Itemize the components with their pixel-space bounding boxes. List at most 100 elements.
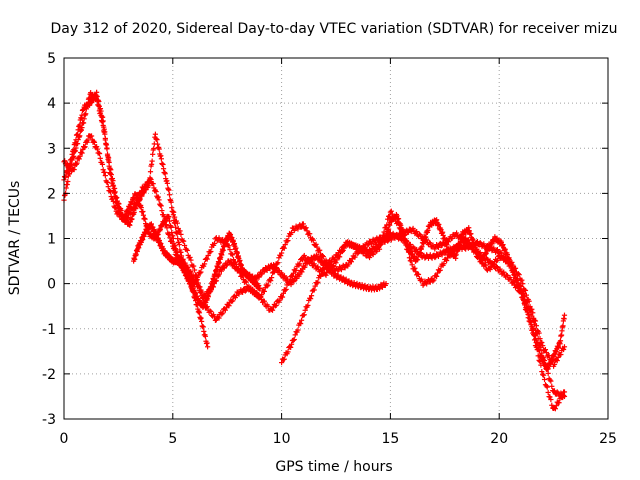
y-tick-label: 1 xyxy=(47,232,56,248)
data-point xyxy=(291,336,297,343)
data-point xyxy=(289,273,296,279)
data-point xyxy=(288,344,294,351)
data-point xyxy=(307,231,313,237)
data-point xyxy=(97,155,103,161)
data-point xyxy=(449,235,455,241)
data-point xyxy=(240,289,246,295)
y-tick-label: 5 xyxy=(47,51,56,67)
data-point xyxy=(221,265,227,271)
data-point xyxy=(166,187,172,193)
data-point xyxy=(74,160,80,166)
data-point xyxy=(414,228,420,235)
data-point xyxy=(298,224,305,230)
series-track-c xyxy=(61,89,568,401)
data-point xyxy=(102,169,108,175)
data-point xyxy=(94,146,100,152)
data-point xyxy=(73,137,79,143)
data-point xyxy=(305,256,311,262)
data-point xyxy=(374,248,380,254)
data-point xyxy=(269,274,275,281)
data-point xyxy=(551,388,558,394)
y-tick-label: 4 xyxy=(47,96,56,112)
data-point xyxy=(142,216,148,222)
data-point xyxy=(327,268,333,274)
data-point xyxy=(437,267,443,273)
data-point xyxy=(432,254,438,261)
data-point xyxy=(434,273,440,279)
data-point xyxy=(191,267,198,273)
data-point xyxy=(96,150,102,156)
data-point xyxy=(366,241,372,247)
data-point xyxy=(172,214,178,220)
data-point xyxy=(150,181,156,187)
data-point xyxy=(112,193,118,199)
data-point xyxy=(493,258,500,264)
data-point xyxy=(433,273,439,279)
data-point xyxy=(527,303,533,310)
data-point xyxy=(537,336,543,342)
data-point xyxy=(85,137,91,143)
y-tick-label: 3 xyxy=(47,141,56,157)
data-point xyxy=(312,283,318,289)
data-point xyxy=(223,262,230,268)
data-point xyxy=(561,312,568,318)
y-tick-label: -1 xyxy=(42,322,56,338)
data-point xyxy=(222,307,228,313)
data-point xyxy=(350,241,356,247)
data-point xyxy=(174,231,180,237)
data-point xyxy=(314,244,320,250)
data-point xyxy=(376,246,383,252)
data-point xyxy=(302,307,308,313)
data-point xyxy=(297,261,303,267)
data-point xyxy=(491,261,497,267)
data-point xyxy=(159,207,165,214)
data-point xyxy=(273,302,279,309)
axis-layer: 0 5 10 15 20 25 -3 -2 -1 0 1 2 3 4 5 xyxy=(42,51,617,447)
data-point xyxy=(314,280,320,286)
data-point xyxy=(198,287,204,293)
data-point xyxy=(311,287,317,293)
data-point xyxy=(208,308,214,315)
data-point xyxy=(494,257,500,263)
data-point xyxy=(168,238,174,244)
data-point xyxy=(327,259,334,265)
data-point xyxy=(280,290,287,296)
data-point xyxy=(453,230,460,236)
data-point xyxy=(532,318,539,324)
data-point xyxy=(269,307,276,313)
data-point xyxy=(539,339,545,346)
data-point xyxy=(305,302,311,309)
data-point xyxy=(227,247,233,253)
data-point xyxy=(213,278,219,284)
data-point xyxy=(372,245,378,251)
data-point xyxy=(287,278,293,284)
data-point xyxy=(108,171,114,177)
data-point xyxy=(337,249,344,255)
data-point xyxy=(555,354,561,361)
y-tick-label: 0 xyxy=(47,277,56,293)
data-point xyxy=(196,310,203,316)
data-point xyxy=(412,265,418,271)
data-point xyxy=(282,242,288,248)
data-point xyxy=(560,346,567,353)
data-point xyxy=(300,221,306,227)
data-point xyxy=(529,306,535,312)
data-point xyxy=(283,286,289,292)
data-point xyxy=(481,241,487,247)
data-point xyxy=(301,312,307,318)
data-point xyxy=(439,252,445,258)
data-point xyxy=(171,209,177,215)
data-point xyxy=(383,281,389,287)
data-point xyxy=(416,231,423,237)
data-point xyxy=(298,317,305,323)
data-point xyxy=(243,279,249,285)
data-point xyxy=(549,383,555,389)
data-point xyxy=(308,259,315,265)
data-point xyxy=(431,277,437,283)
data-point xyxy=(494,246,500,253)
data-point xyxy=(147,169,154,175)
data-point xyxy=(523,292,529,298)
data-point xyxy=(154,137,160,143)
data-point xyxy=(497,255,503,262)
